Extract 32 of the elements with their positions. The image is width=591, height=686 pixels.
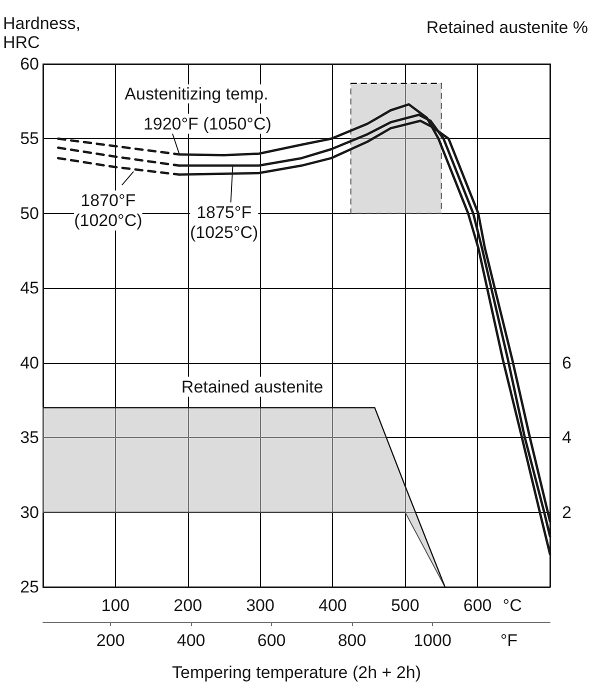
x2-tick-label: 200 bbox=[96, 631, 125, 650]
y2-tick-label: 6 bbox=[562, 353, 572, 372]
series-label: Retained austenite bbox=[181, 377, 324, 396]
y2-tick-label: 2 bbox=[562, 502, 572, 522]
x-axis-title: Tempering temperature (2h + 2h) bbox=[172, 663, 421, 682]
y-tick-label: 25 bbox=[20, 578, 39, 596]
x-tick-label: 500 bbox=[390, 596, 420, 615]
y-tick-label: 30 bbox=[20, 502, 39, 522]
y-axis-title: Hardness, HRC bbox=[3, 14, 80, 52]
legend-label: 1875°F (1025°C) bbox=[190, 202, 258, 242]
x-tick-label: 200 bbox=[174, 596, 202, 615]
x2-tick-label: 800 bbox=[338, 631, 366, 650]
legend-label: 1870°F (1020°C) bbox=[74, 190, 142, 230]
annotation: Austenitizing temp. bbox=[124, 84, 268, 104]
series-label: 1920°F (1050°C) bbox=[143, 114, 272, 134]
y-tick-label: 60 bbox=[20, 54, 39, 74]
y-tick-label: 45 bbox=[20, 278, 39, 298]
x2-tick-label: °F bbox=[500, 631, 518, 650]
x2-tick-label: 600 bbox=[257, 631, 286, 650]
x-tick-label: °C bbox=[502, 596, 522, 615]
x-tick-label: 300 bbox=[246, 596, 274, 615]
x2-tick-label: 400 bbox=[176, 631, 206, 650]
x-tick-label: 400 bbox=[318, 596, 347, 615]
x-tick-label: 100 bbox=[101, 596, 130, 615]
y2-axis-title: Retained austenite % bbox=[426, 18, 588, 37]
y2-tick-label: 4 bbox=[562, 428, 572, 448]
x2-tick-label: 1000 bbox=[414, 631, 452, 650]
x-tick-label: 600 bbox=[463, 596, 492, 615]
y-tick-label: 40 bbox=[20, 353, 39, 372]
y-tick-label: 50 bbox=[20, 204, 39, 223]
y-tick-label: 55 bbox=[20, 129, 39, 148]
y-tick-label: 35 bbox=[20, 428, 39, 448]
